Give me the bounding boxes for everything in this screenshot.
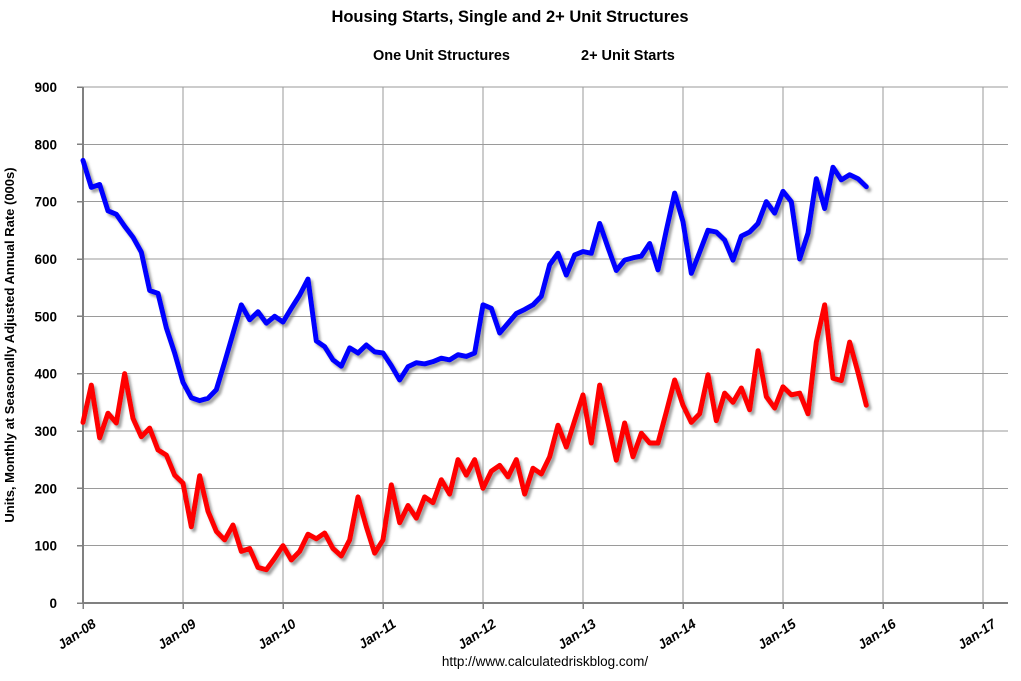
legend-item-one-unit: One Unit Structures <box>336 48 510 64</box>
y-tick-label: 500 <box>34 309 57 324</box>
y-tick-label: 400 <box>34 367 57 382</box>
y-tick-label: 900 <box>34 80 57 95</box>
legend-label-one-unit: One Unit Structures <box>373 48 510 64</box>
y-tick-label: 800 <box>34 137 57 152</box>
y-tick-label: 700 <box>34 195 57 210</box>
y-tick-label: 100 <box>34 539 57 554</box>
legend-item-two-plus: 2+ Unit Starts <box>544 48 675 64</box>
chart-legend: One Unit Structures 2+ Unit Starts <box>336 48 675 64</box>
y-tick-label: 200 <box>34 481 57 496</box>
y-tick-label: 600 <box>34 252 57 267</box>
series-line-2-unit-starts <box>80 302 869 573</box>
legend-label-two-plus: 2+ Unit Starts <box>581 48 675 64</box>
y-axis-title: Units, Monthly at Seasonally Adjusted An… <box>2 167 17 522</box>
series-lines <box>80 157 869 573</box>
footer-url: http://www.calculatedriskblog.com/ <box>442 654 649 669</box>
y-tick-labels: 0 100 200 300 400 500 600 700 800 900 <box>34 80 57 611</box>
series-line-one-unit-structures <box>80 157 869 404</box>
gridlines <box>83 86 1008 603</box>
y-tick-label: 300 <box>34 424 57 439</box>
chart-title: Housing Starts, Single and 2+ Unit Struc… <box>331 8 688 26</box>
y-tick-label: 0 <box>49 596 57 611</box>
axes <box>77 86 1008 609</box>
